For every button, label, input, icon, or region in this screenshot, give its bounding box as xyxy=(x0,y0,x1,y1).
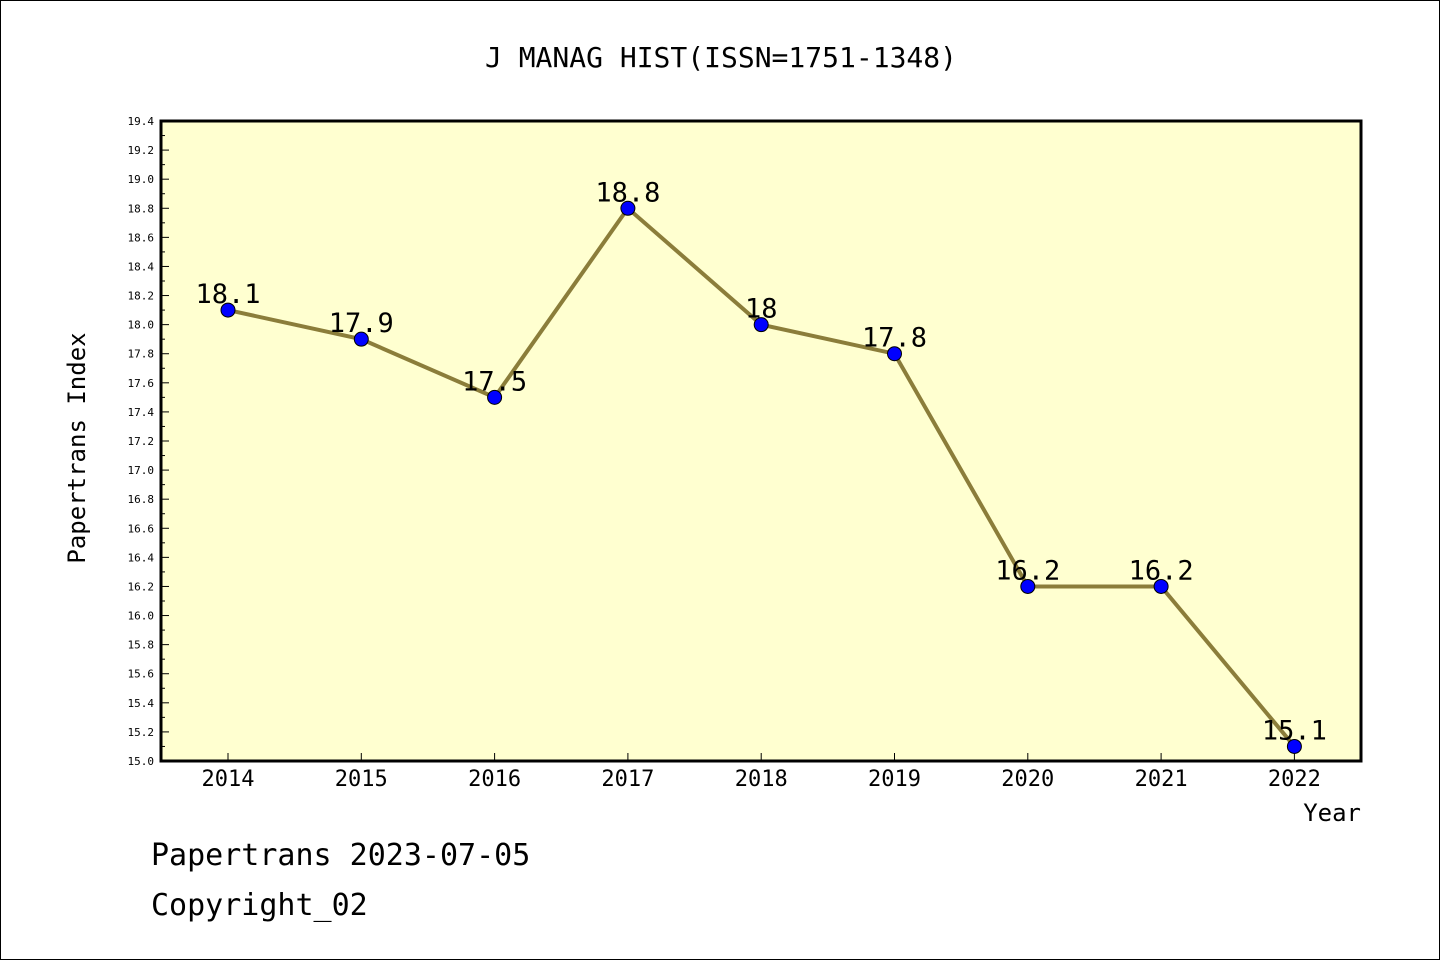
y-tick-label: 15.4 xyxy=(128,697,155,710)
y-tick-label: 15.6 xyxy=(128,668,155,681)
x-tick-label: 2016 xyxy=(468,767,521,792)
y-tick-label: 18.4 xyxy=(128,260,155,273)
y-tick-label: 16.2 xyxy=(128,580,155,593)
data-label: 17.8 xyxy=(862,323,927,354)
data-point-marker xyxy=(1020,578,1036,594)
y-tick-label: 17.0 xyxy=(128,464,155,477)
x-tick-label: 2017 xyxy=(601,767,654,792)
y-tick-label: 16.8 xyxy=(128,493,155,506)
y-tick-label: 17.4 xyxy=(128,406,155,419)
data-point-marker xyxy=(753,317,769,333)
plot-area xyxy=(159,119,1363,763)
x-tick-label: 2019 xyxy=(868,767,921,792)
y-tick-label: 19.4 xyxy=(128,115,155,128)
x-tick-label: 2021 xyxy=(1135,767,1188,792)
data-point-marker xyxy=(620,200,636,216)
series-line-group xyxy=(220,200,1302,754)
data-label: 17.9 xyxy=(329,308,394,339)
y-tick-label: 16.4 xyxy=(128,551,155,564)
footer-copyright: Copyright_02 xyxy=(151,888,368,923)
data-label: 16.2 xyxy=(1129,555,1194,586)
x-tick-label: 2014 xyxy=(202,767,255,792)
data-labels-group: 18.1 17.9 17.5 18.8 18 17.8 16.2 16.2 15.1 xyxy=(195,177,1326,746)
y-tick-label: 15.8 xyxy=(128,639,155,652)
y-tick-label: 18.6 xyxy=(128,231,155,244)
y-tick-label: 15.2 xyxy=(128,726,155,739)
footer-date: Papertrans 2023-07-05 xyxy=(151,838,530,873)
data-point-marker xyxy=(1153,578,1169,594)
data-point-marker xyxy=(487,389,503,405)
y-tick-label: 18.8 xyxy=(128,202,155,215)
chart-title: J MANAG HIST(ISSN=1751-1348) xyxy=(485,41,957,74)
y-axis: 15.0 15.2 15.4 15.6 15.8 16.0 16.2 16.4 16.6 16.8… xyxy=(128,115,169,768)
x-tick-label: 2022 xyxy=(1268,767,1321,792)
data-label: 15.1 xyxy=(1262,715,1327,746)
x-tick-label: 2018 xyxy=(735,767,788,792)
y-tick-label: 16.0 xyxy=(128,610,155,623)
y-tick-label: 15.0 xyxy=(128,755,155,768)
x-tick-label: 2015 xyxy=(335,767,388,792)
data-label: 18 xyxy=(745,294,778,325)
data-label: 18.1 xyxy=(195,279,260,310)
y-tick-label: 18.2 xyxy=(128,290,155,303)
data-label: 18.8 xyxy=(595,177,660,208)
y-tick-label: 17.2 xyxy=(128,435,155,448)
data-label: 17.5 xyxy=(462,366,527,397)
data-point-marker xyxy=(353,331,369,347)
data-point-marker xyxy=(887,346,902,362)
y-tick-label: 17.6 xyxy=(128,377,155,390)
y-tick-label: 17.8 xyxy=(128,348,155,361)
data-point-marker xyxy=(220,302,236,318)
x-axis-title: Year xyxy=(1303,799,1361,827)
y-axis-title: Papertrans Index xyxy=(63,332,91,563)
data-point-marker xyxy=(1286,738,1302,754)
data-label: 16.2 xyxy=(995,555,1060,586)
y-tick-label: 16.6 xyxy=(128,522,155,535)
y-tick-label: 18.0 xyxy=(128,319,155,332)
y-tick-label: 19.0 xyxy=(128,173,155,186)
x-axis: 2014 2015 2016 2017 2018 2019 2020 2021 2022 xyxy=(202,753,1321,792)
y-tick-label: 19.2 xyxy=(128,144,155,157)
x-tick-label: 2020 xyxy=(1001,767,1054,792)
